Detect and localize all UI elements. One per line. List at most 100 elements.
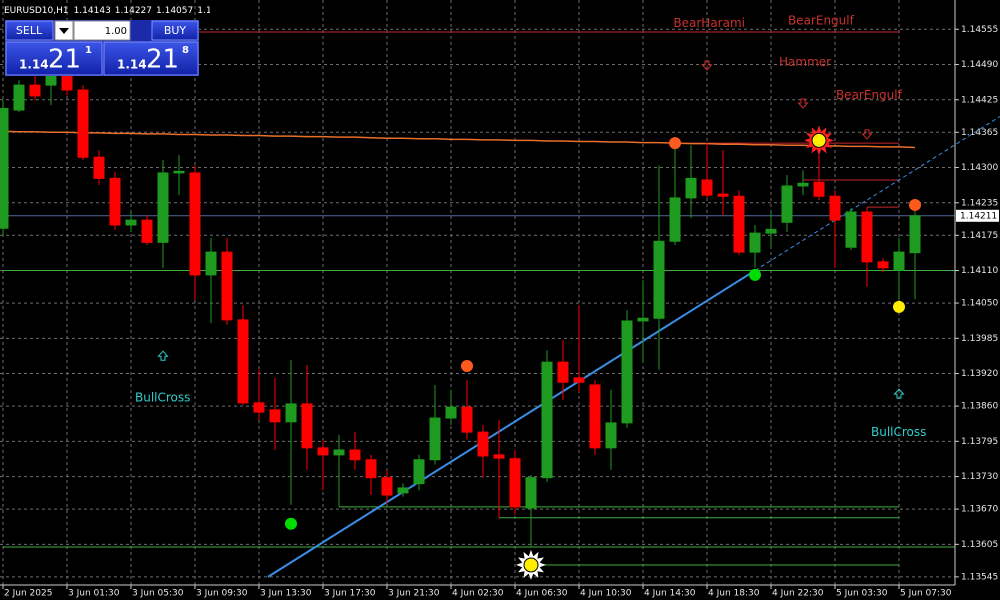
candle-body [29, 84, 41, 97]
signal-burst-core [811, 132, 827, 148]
x-tick-label: 2 Jun 2025 [4, 589, 52, 599]
candle-body [381, 477, 393, 496]
candle-body [605, 422, 617, 449]
candle-body [269, 409, 281, 423]
candle-body [141, 219, 153, 243]
candle-body [189, 172, 201, 276]
candle-body [861, 211, 873, 263]
candle-body [909, 215, 921, 254]
candle-body [477, 431, 489, 457]
candle-body [349, 449, 361, 461]
candle-body [621, 320, 633, 424]
candle-body [237, 319, 249, 404]
candle-body [893, 251, 905, 271]
y-tick-label: 1.14300 [961, 163, 998, 173]
candle-body [653, 240, 665, 319]
chart-header: EURUSD10,H1 1.14143 1.14227 1.14057 1.14211 [4, 6, 210, 16]
signal-dot [669, 137, 681, 150]
candle-body [829, 195, 841, 221]
y-tick-label: 1.13920 [961, 369, 998, 379]
candle-body [525, 477, 537, 509]
candle-body [717, 193, 729, 197]
candle-body [429, 417, 441, 461]
signal-dot [749, 268, 761, 281]
signal-arrow [861, 129, 873, 140]
x-tick-label: 3 Jun 05:30 [132, 589, 184, 599]
pattern-label: BearHarami [673, 16, 745, 30]
candle-body [845, 211, 857, 248]
buy-button[interactable]: BUY [151, 20, 199, 41]
candle-body [221, 251, 233, 321]
candle-body [333, 449, 345, 456]
candle-body [637, 317, 649, 322]
x-tick-label: 4 Jun 02:30 [452, 589, 504, 599]
signal-dot [893, 300, 905, 313]
candle-body [77, 89, 89, 158]
sell-button[interactable]: SELL [5, 20, 54, 41]
candle-body [93, 156, 105, 179]
candle-body [125, 219, 137, 226]
candle-body [109, 177, 121, 226]
ask-bg [103, 41, 199, 76]
trade-panel: EURUSD10,H11.141431.142271.140571.14211 … [4, 6, 210, 76]
high-value: 1.14227 [115, 6, 152, 16]
bid-point: 1 [85, 45, 92, 56]
x-tick-label: 4 Jun 06:30 [516, 589, 568, 599]
bid-big: 1.14 [19, 58, 49, 72]
y-tick-label: 1.14110 [961, 266, 998, 276]
candle-body [877, 261, 889, 269]
candle-body [733, 195, 745, 253]
ask-box[interactable]: 1.14 21 8 [103, 41, 199, 76]
candle-body [669, 197, 681, 242]
candle-body [173, 170, 185, 174]
candle-body [397, 487, 409, 494]
bid-box[interactable]: 1.14 21 1 [5, 41, 103, 76]
candle-body [749, 232, 761, 253]
candle-body [317, 447, 329, 456]
signal-arrow [157, 350, 169, 361]
x-tick-label: 5 Jun 03:30 [836, 589, 888, 599]
sell-label: SELL [16, 24, 43, 37]
y-tick-label: 1.13730 [961, 472, 998, 482]
pattern-label: BearEngulf [836, 88, 903, 102]
candle-body [557, 361, 569, 383]
y-tick-label: 1.14555 [961, 25, 998, 35]
pattern-label: BullCross [871, 425, 926, 439]
signal-dot [909, 198, 921, 211]
open-value: 1.14143 [74, 6, 111, 16]
close-value: 1.14211 [197, 6, 210, 16]
y-tick-label: 1.14365 [961, 128, 998, 138]
candle-body [445, 406, 457, 419]
x-tick-label: 4 Jun 14:30 [644, 589, 696, 599]
x-tick-label: 5 Jun 07:30 [900, 589, 952, 599]
current-price-box [956, 209, 999, 222]
trendline-ray [754, 116, 1000, 271]
candle-body [365, 459, 377, 479]
pattern-label: BullCross [135, 390, 190, 404]
y-tick-label: 1.13670 [961, 505, 998, 515]
candle-body [509, 458, 521, 508]
low-value: 1.14057 [156, 6, 193, 16]
candle-body [493, 454, 505, 459]
y-tick-label: 1.14425 [961, 95, 998, 105]
y-tick-label: 1.13605 [961, 540, 998, 550]
signal-dot [285, 517, 297, 530]
pattern-label: Hammer [779, 55, 831, 69]
signal-arrow [797, 98, 809, 109]
y-tick-label: 1.14050 [961, 299, 998, 309]
candle-body [701, 179, 713, 196]
candle-body [813, 181, 825, 197]
x-tick-label: 3 Jun 09:30 [196, 589, 248, 599]
x-tick-label: 3 Jun 21:30 [388, 589, 440, 599]
candle-body [0, 107, 9, 229]
candle-body [413, 459, 425, 485]
lot-input[interactable] [73, 20, 131, 41]
moving-average [2, 130, 916, 149]
candle-body [461, 406, 473, 433]
candle-body [13, 84, 25, 111]
pattern-label: BearEngulf [788, 14, 855, 28]
y-tick-label: 1.13795 [961, 437, 998, 447]
candle-body [541, 361, 553, 479]
candle-body [765, 228, 777, 234]
